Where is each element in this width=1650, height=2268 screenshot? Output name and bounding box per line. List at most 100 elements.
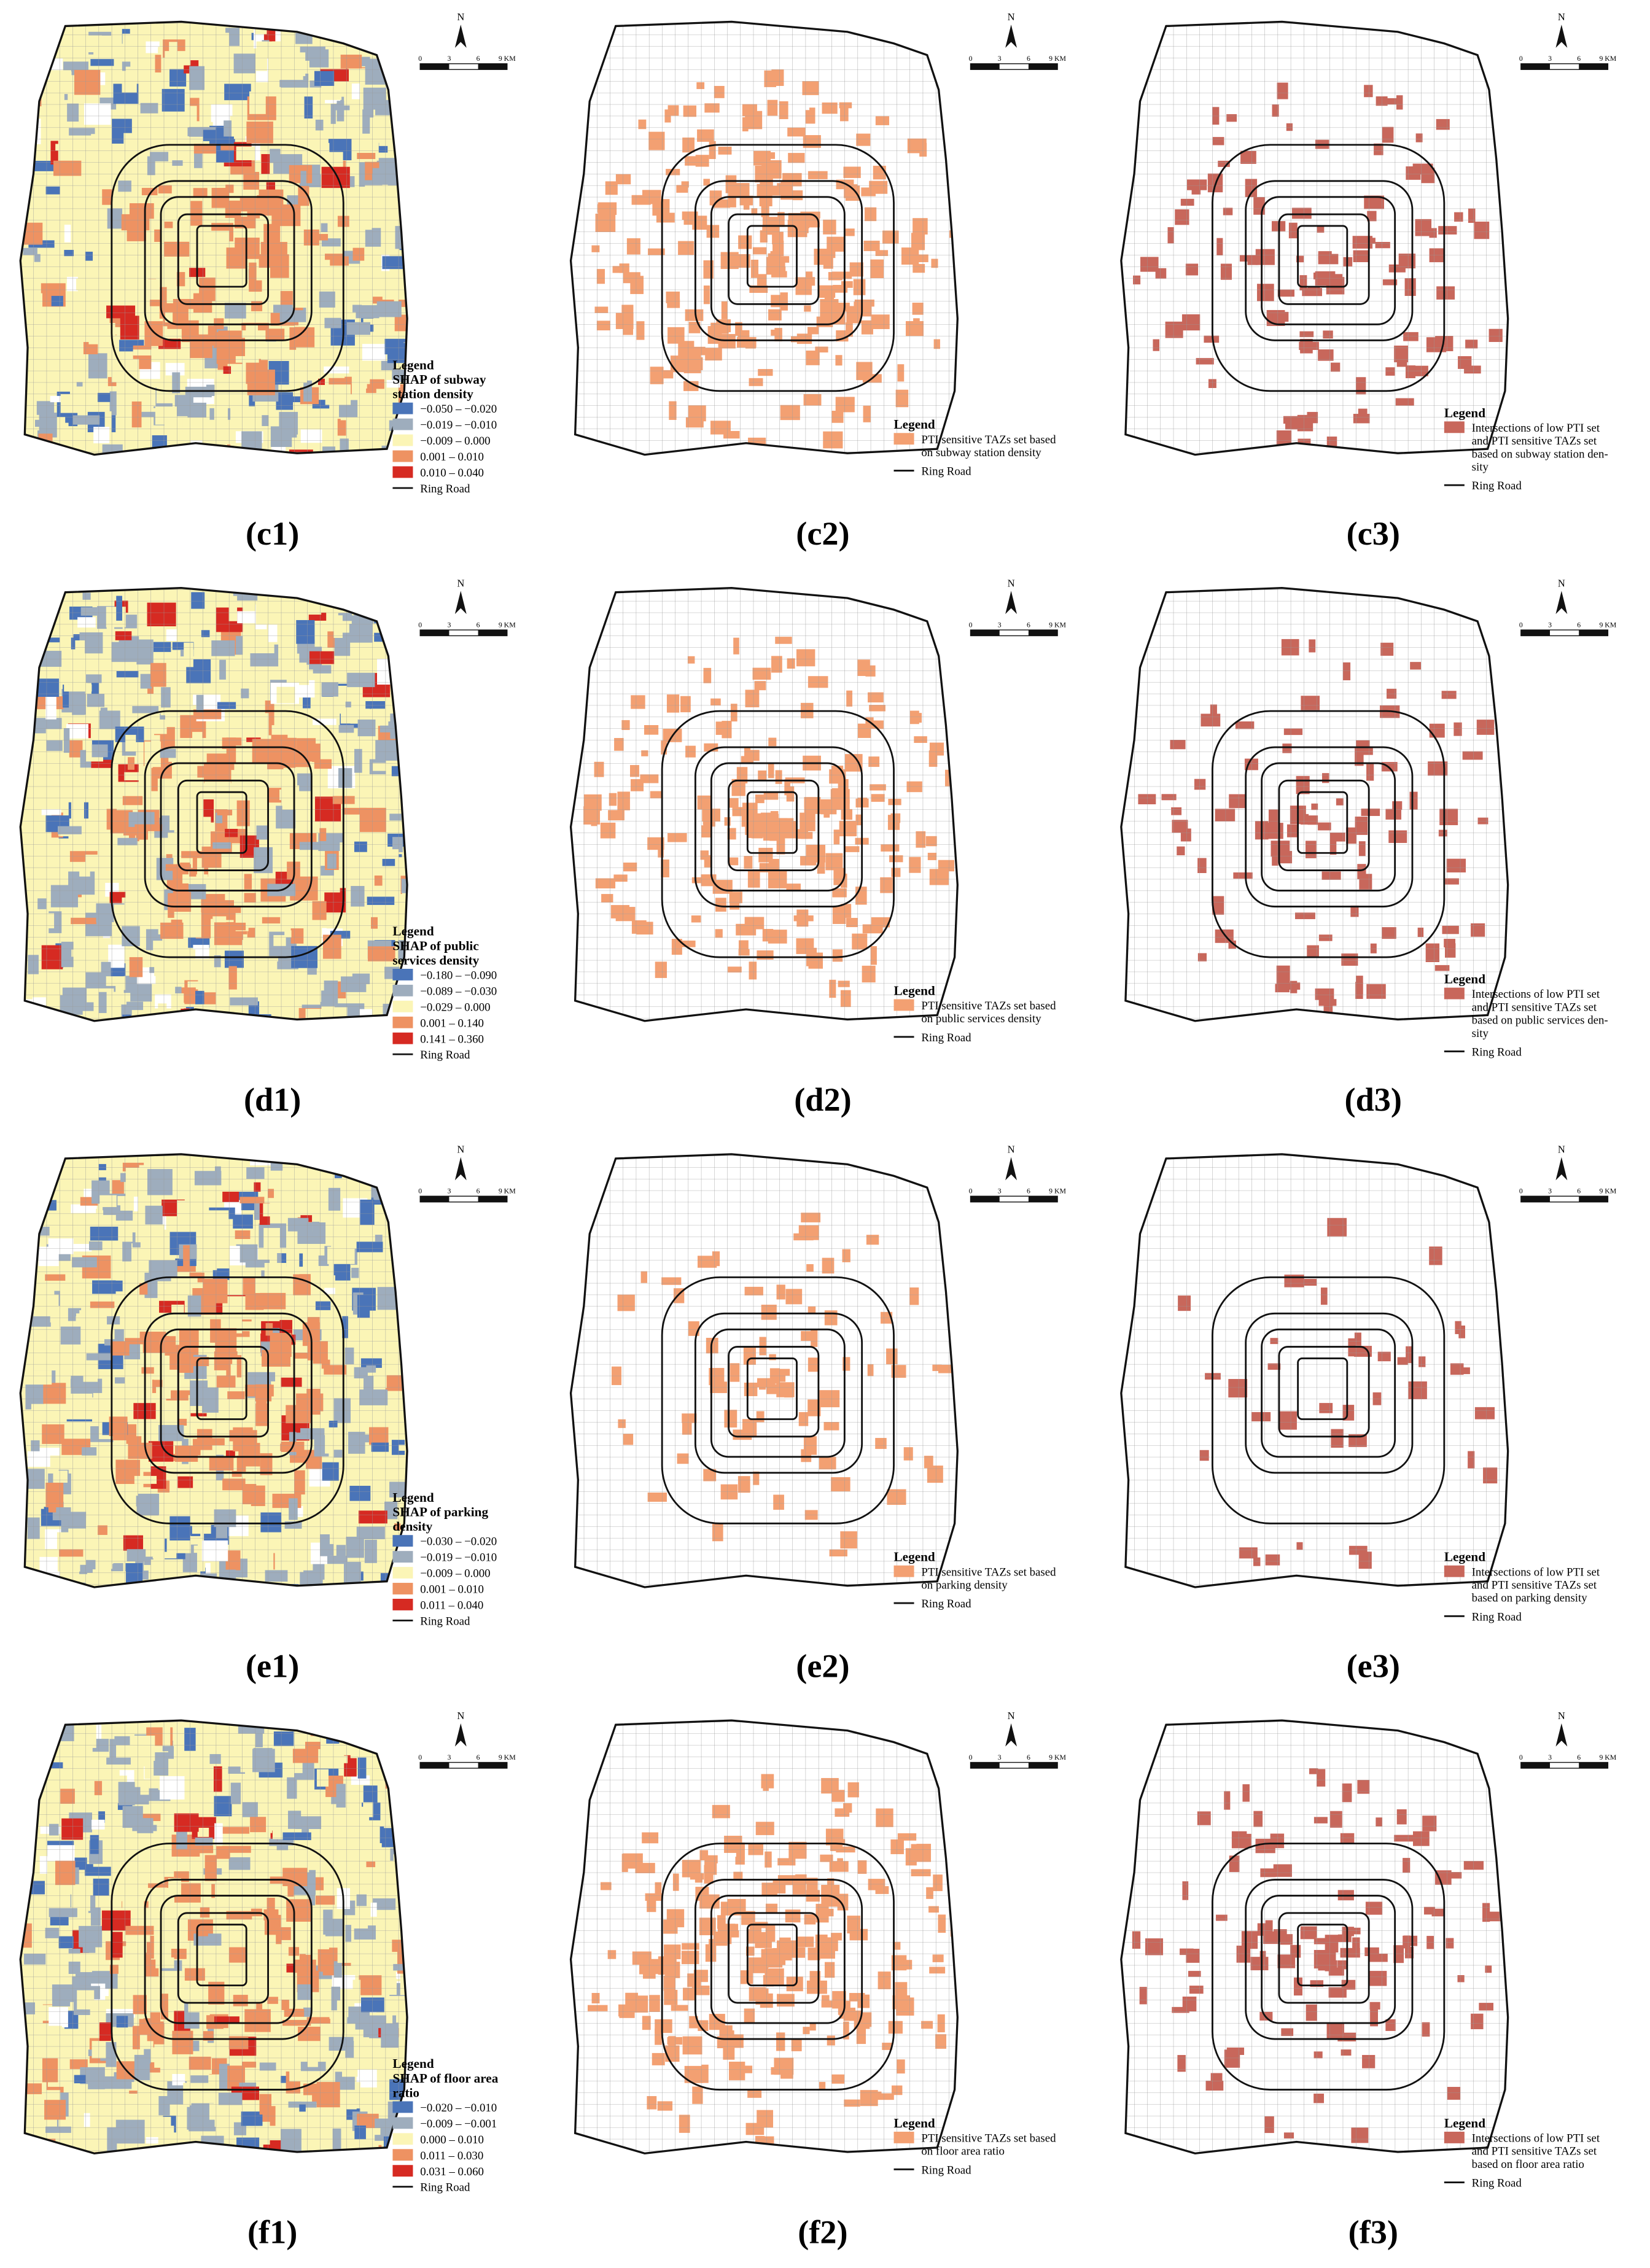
taz-patch	[26, 597, 40, 612]
legend-swatch	[392, 418, 413, 430]
legend-swatch	[392, 402, 413, 414]
north-label: N	[457, 11, 464, 23]
scale-bar-seg	[420, 63, 449, 70]
scale-label: 0	[969, 1187, 973, 1195]
taz-patch	[203, 1017, 230, 1021]
legend-swatch	[392, 450, 413, 462]
scale-bar-seg	[970, 1196, 1000, 1202]
map-area	[1121, 21, 1508, 455]
legend-title: Legend	[1444, 2116, 1485, 2130]
north-arrow	[454, 25, 467, 48]
taz-patch	[379, 1736, 390, 1750]
scale-label: 9 KM	[1599, 54, 1616, 63]
scale-label: 3	[447, 1753, 451, 1761]
taz-patch	[43, 1167, 55, 1177]
scale-label: 9 KM	[1049, 1187, 1066, 1195]
ring-road	[661, 1276, 895, 1524]
scale-label: 9 KM	[1049, 54, 1066, 63]
scale-bar-seg	[1028, 630, 1058, 636]
legend-swatch	[392, 2149, 413, 2161]
taz-grid	[570, 588, 958, 1021]
legend-subtitle: SHAP of public	[392, 938, 478, 953]
panel-label: (f2)	[798, 2214, 847, 2251]
taz-patch	[109, 1586, 135, 1588]
north-arrow	[1005, 591, 1018, 615]
ring-road	[1278, 1346, 1370, 1438]
taz-patch	[337, 2154, 360, 2173]
taz-patch	[39, 1164, 50, 1187]
legend-swatch	[893, 1565, 914, 1577]
legend-label: 0.010 – 0.040	[420, 467, 484, 480]
taz-patch	[33, 1194, 53, 1201]
north-arrow	[1005, 1723, 1018, 1747]
taz-patch	[399, 119, 408, 146]
scale-label: 6	[477, 1187, 480, 1195]
scale-label: 3	[998, 54, 1002, 63]
taz-patch	[400, 1313, 408, 1324]
legend-title: Legend	[1444, 1550, 1485, 1564]
taz-patch	[38, 452, 63, 455]
legend-label: −0.030 – −0.020	[420, 1536, 497, 1548]
ring-road	[160, 762, 295, 892]
legend-subtitle: density	[392, 1519, 432, 1534]
taz-patch	[38, 1728, 49, 1745]
taz-patch	[391, 83, 402, 101]
ring-road	[196, 1924, 247, 1987]
scale-bar-seg	[1520, 1762, 1551, 1768]
legend-swatch	[392, 434, 413, 446]
ring-road	[1212, 144, 1446, 392]
taz-patch	[403, 608, 408, 620]
map-area	[1121, 588, 1508, 1021]
taz-patch	[399, 1884, 408, 1895]
legend-label: sity	[1472, 461, 1489, 474]
scale-label: 6	[1027, 620, 1030, 629]
taz-patch	[400, 609, 408, 621]
ring-road	[1261, 1328, 1396, 1458]
scale-label: 6	[477, 1753, 480, 1761]
scale-label: 0	[418, 54, 422, 63]
legend-swatch	[392, 2101, 413, 2113]
taz-patch	[344, 2150, 352, 2154]
legend-label: 0.011 – 0.030	[420, 2150, 483, 2162]
ring-road	[746, 1924, 798, 1987]
north-label: N	[1008, 1144, 1015, 1155]
legend-label: based on floor area ratio	[1472, 2158, 1584, 2171]
taz-patch	[47, 2148, 59, 2154]
legend-swatch	[392, 2165, 413, 2177]
scale-bar-seg	[970, 1762, 1000, 1768]
legend-subtitle: SHAP of parking	[392, 1505, 488, 1520]
legend-swatch	[392, 984, 413, 996]
legend-label: −0.029 – 0.000	[420, 1001, 490, 1014]
legend-swatch	[1444, 421, 1465, 433]
scale-label: 6	[1577, 620, 1581, 629]
ring-road	[177, 1912, 269, 2004]
ring-road	[1297, 791, 1348, 854]
north-label: N	[1558, 577, 1565, 589]
scale-label: 6	[1027, 1187, 1030, 1195]
taz-patch	[36, 589, 46, 604]
taz-patch	[399, 1735, 408, 1742]
map-boundary	[569, 20, 959, 456]
legend-line-label: Ring Road	[420, 1615, 470, 1628]
legend-swatch	[392, 1599, 413, 1610]
taz-patch	[401, 1276, 408, 1291]
taz-patch	[402, 1202, 408, 1211]
legend-line-label: Ring Road	[1472, 2177, 1522, 2190]
ring-road	[694, 1312, 863, 1474]
scale-label: 9 KM	[499, 620, 516, 629]
ring-road	[1297, 1924, 1348, 1987]
scale-bar-seg	[1520, 63, 1551, 70]
taz-patch	[404, 1839, 408, 1848]
ring-road	[177, 779, 269, 871]
legend-label: PTI sensitive TAZs set based	[921, 2132, 1056, 2145]
north-arrow	[1555, 25, 1568, 48]
taz-patch	[58, 1582, 86, 1588]
